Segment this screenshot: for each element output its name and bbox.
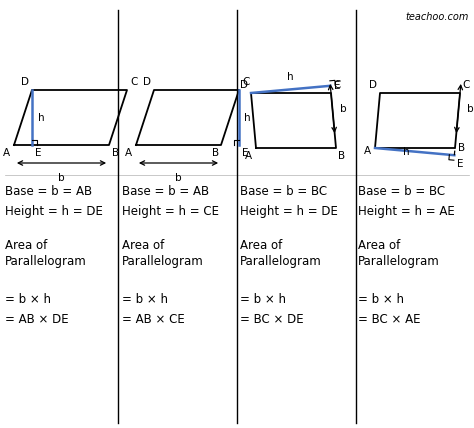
Text: = AB × CE: = AB × CE <box>122 313 185 326</box>
Text: = b × h: = b × h <box>5 293 51 306</box>
Text: Base = b = BC: Base = b = BC <box>358 185 445 198</box>
Text: = AB × DE: = AB × DE <box>5 313 69 326</box>
Text: Base = b = AB: Base = b = AB <box>5 185 92 198</box>
Text: D: D <box>143 77 151 87</box>
Text: D: D <box>21 77 29 87</box>
Text: A: A <box>364 146 371 156</box>
Text: Base = b = AB: Base = b = AB <box>122 185 209 198</box>
Text: D: D <box>240 80 248 90</box>
Text: b: b <box>175 173 182 183</box>
Text: C: C <box>462 80 469 90</box>
Text: E: E <box>457 159 464 169</box>
Text: Area of: Area of <box>122 239 164 252</box>
Text: = BC × DE: = BC × DE <box>240 313 304 326</box>
Text: A: A <box>245 151 252 161</box>
Text: = b × h: = b × h <box>240 293 286 306</box>
Text: C: C <box>333 80 340 90</box>
Text: h: h <box>244 113 251 122</box>
Text: B: B <box>112 148 119 158</box>
Text: E: E <box>334 81 341 91</box>
Text: teachoo.com: teachoo.com <box>406 12 469 22</box>
Text: Parallelogram: Parallelogram <box>5 255 87 268</box>
Text: Height = h = AE: Height = h = AE <box>358 205 455 218</box>
Text: A: A <box>125 148 132 158</box>
Text: B: B <box>458 143 465 153</box>
Text: Area of: Area of <box>358 239 400 252</box>
Text: B: B <box>212 148 219 158</box>
Text: h: h <box>403 147 410 157</box>
Text: = BC × AE: = BC × AE <box>358 313 420 326</box>
Text: Parallelogram: Parallelogram <box>122 255 204 268</box>
Text: Parallelogram: Parallelogram <box>358 255 440 268</box>
Text: Height = h = CE: Height = h = CE <box>122 205 219 218</box>
Text: b: b <box>58 173 65 183</box>
Text: Area of: Area of <box>240 239 282 252</box>
Text: B: B <box>338 151 345 161</box>
Text: = b × h: = b × h <box>122 293 168 306</box>
Text: b: b <box>466 104 473 113</box>
Text: h: h <box>38 113 45 122</box>
Text: E: E <box>35 148 42 158</box>
Text: C: C <box>130 77 137 87</box>
Text: Base = b = BC: Base = b = BC <box>240 185 327 198</box>
Text: Height = h = DE: Height = h = DE <box>240 205 338 218</box>
Text: b: b <box>340 104 347 113</box>
Text: Parallelogram: Parallelogram <box>240 255 322 268</box>
Text: E: E <box>242 148 248 158</box>
Text: C: C <box>242 77 249 87</box>
Text: Area of: Area of <box>5 239 47 252</box>
Text: = b × h: = b × h <box>358 293 404 306</box>
Text: A: A <box>3 148 10 158</box>
Text: D: D <box>369 80 377 90</box>
Text: Height = h = DE: Height = h = DE <box>5 205 103 218</box>
Text: h: h <box>287 72 294 83</box>
